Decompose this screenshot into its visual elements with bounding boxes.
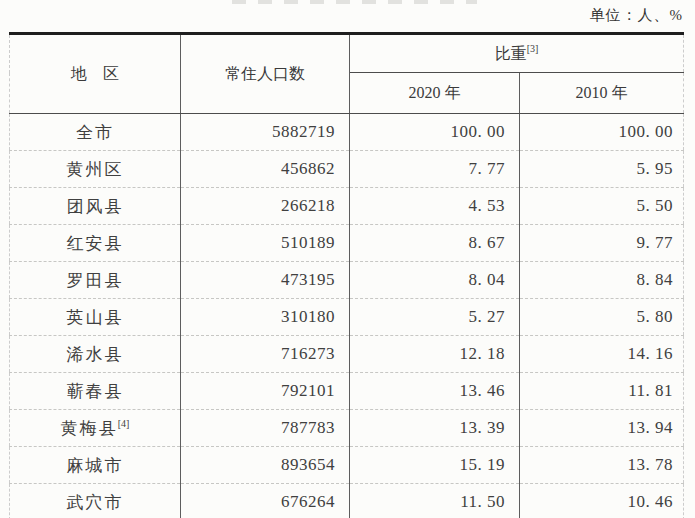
document-page: 单位：人、% 地 区 常住人口数 比重[3] 2020 年 2010 年 bbox=[0, 0, 695, 518]
region-cell: 罗田县 bbox=[10, 262, 181, 299]
population-cell: 5882719 bbox=[181, 114, 350, 151]
region-label: 黄梅县 bbox=[61, 419, 118, 438]
region-label: 黄州区 bbox=[67, 160, 124, 179]
share-2020-cell: 8. 67 bbox=[350, 225, 520, 262]
region-label: 团风县 bbox=[67, 197, 124, 216]
table-row: 团风县 266218 4. 53 5. 50 bbox=[10, 188, 684, 225]
share-2010-cell: 5. 80 bbox=[520, 299, 684, 336]
population-cell: 893654 bbox=[181, 447, 350, 484]
table-row: 罗田县 473195 8. 04 8. 84 bbox=[10, 262, 684, 299]
population-cell: 792101 bbox=[181, 373, 350, 410]
population-cell: 266218 bbox=[181, 188, 350, 225]
region-label: 麻城市 bbox=[67, 456, 124, 475]
share-2010-cell: 13. 78 bbox=[520, 447, 684, 484]
header-year-2010: 2010 年 bbox=[520, 73, 684, 114]
region-label: 罗田县 bbox=[67, 271, 124, 290]
share-2020-cell: 100. 00 bbox=[350, 114, 520, 151]
share-2020-cell: 11. 50 bbox=[350, 484, 520, 518]
region-cell: 黄州区 bbox=[10, 151, 181, 188]
share-2020-cell: 15. 19 bbox=[350, 447, 520, 484]
share-2010-cell: 8. 84 bbox=[520, 262, 684, 299]
share-2020-cell: 12. 18 bbox=[350, 336, 520, 373]
header-population: 常住人口数 bbox=[181, 34, 350, 114]
population-cell: 310180 bbox=[181, 299, 350, 336]
share-2010-cell: 11. 81 bbox=[520, 373, 684, 410]
region-cell: 黄梅县[4] bbox=[10, 410, 181, 447]
footnote-marker-3: [3] bbox=[527, 43, 539, 54]
table-row: 红安县 510189 8. 67 9. 77 bbox=[10, 225, 684, 262]
share-2020-cell: 4. 53 bbox=[350, 188, 520, 225]
table-body: 全市 5882719 100. 00 100. 00 黄州区 456862 7.… bbox=[10, 114, 684, 518]
share-2020-cell: 8. 04 bbox=[350, 262, 520, 299]
share-2010-cell: 10. 46 bbox=[520, 484, 684, 518]
region-cell: 武穴市 bbox=[10, 484, 181, 518]
population-table-wrapper: 地 区 常住人口数 比重[3] 2020 年 2010 年 全市 5882719… bbox=[9, 32, 684, 518]
share-2010-cell: 100. 00 bbox=[520, 114, 684, 151]
table-row: 浠水县 716273 12. 18 14. 16 bbox=[10, 336, 684, 373]
population-cell: 456862 bbox=[181, 151, 350, 188]
region-cell: 蕲春县 bbox=[10, 373, 181, 410]
header-share: 比重[3] bbox=[350, 34, 684, 73]
region-label: 蕲春县 bbox=[67, 382, 124, 401]
population-cell: 676264 bbox=[181, 484, 350, 518]
population-table: 地 区 常住人口数 比重[3] 2020 年 2010 年 全市 5882719… bbox=[9, 32, 684, 518]
region-cell: 英山县 bbox=[10, 299, 181, 336]
region-label: 红安县 bbox=[67, 234, 124, 253]
region-cell: 全市 bbox=[10, 114, 181, 151]
population-cell: 510189 bbox=[181, 225, 350, 262]
share-2020-cell: 7. 77 bbox=[350, 151, 520, 188]
table-row: 武穴市 676264 11. 50 10. 46 bbox=[10, 484, 684, 518]
share-2020-cell: 5. 27 bbox=[350, 299, 520, 336]
region-footnote: [4] bbox=[118, 418, 130, 429]
share-2010-cell: 13. 94 bbox=[520, 410, 684, 447]
share-2010-cell: 9. 77 bbox=[520, 225, 684, 262]
unit-label: 单位：人、% bbox=[590, 6, 684, 25]
cropped-title-remnant bbox=[232, 0, 477, 4]
population-cell: 473195 bbox=[181, 262, 350, 299]
table-header: 地 区 常住人口数 比重[3] 2020 年 2010 年 bbox=[10, 34, 684, 114]
share-2020-cell: 13. 46 bbox=[350, 373, 520, 410]
share-2020-cell: 13. 39 bbox=[350, 410, 520, 447]
share-2010-cell: 5. 50 bbox=[520, 188, 684, 225]
table-row: 英山县 310180 5. 27 5. 80 bbox=[10, 299, 684, 336]
table-row: 全市 5882719 100. 00 100. 00 bbox=[10, 114, 684, 151]
region-cell: 麻城市 bbox=[10, 447, 181, 484]
header-year-2020: 2020 年 bbox=[350, 73, 520, 114]
table-row: 麻城市 893654 15. 19 13. 78 bbox=[10, 447, 684, 484]
region-cell: 红安县 bbox=[10, 225, 181, 262]
table-row: 黄梅县[4] 787783 13. 39 13. 94 bbox=[10, 410, 684, 447]
region-label: 英山县 bbox=[67, 308, 124, 327]
region-cell: 浠水县 bbox=[10, 336, 181, 373]
header-share-label: 比重 bbox=[495, 45, 527, 62]
share-2010-cell: 5. 95 bbox=[520, 151, 684, 188]
region-cell: 团风县 bbox=[10, 188, 181, 225]
population-cell: 716273 bbox=[181, 336, 350, 373]
header-region: 地 区 bbox=[10, 34, 181, 114]
region-label: 武穴市 bbox=[67, 493, 124, 512]
population-cell: 787783 bbox=[181, 410, 350, 447]
region-label: 浠水县 bbox=[67, 345, 124, 364]
header-row-1: 地 区 常住人口数 比重[3] bbox=[10, 34, 684, 73]
share-2010-cell: 14. 16 bbox=[520, 336, 684, 373]
table-row: 黄州区 456862 7. 77 5. 95 bbox=[10, 151, 684, 188]
table-row: 蕲春县 792101 13. 46 11. 81 bbox=[10, 373, 684, 410]
region-label: 全市 bbox=[76, 123, 114, 142]
